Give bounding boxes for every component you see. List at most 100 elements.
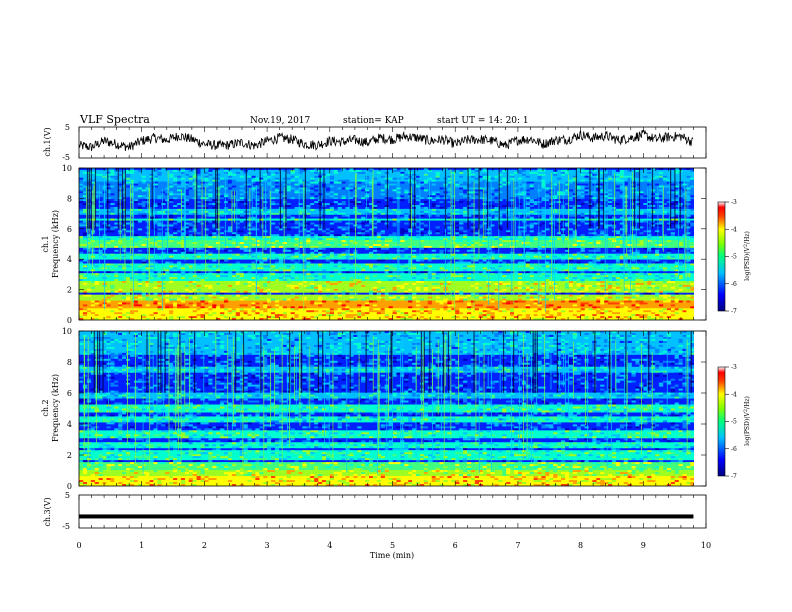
spectrogram-cell — [670, 218, 675, 221]
spectrogram-cell — [392, 201, 397, 204]
spectrogram-cell — [380, 220, 385, 223]
spectrogram-cell — [423, 230, 429, 233]
spectrogram-cell — [278, 245, 284, 249]
spectrogram-cell — [114, 275, 119, 278]
spectrogram-cell — [690, 222, 695, 225]
spectrogram-cell — [541, 199, 546, 202]
spectrogram-cell — [82, 208, 88, 212]
spectrogram-cell — [188, 197, 193, 200]
spectrogram-cell — [82, 195, 88, 198]
spectrogram-cell — [137, 294, 142, 297]
spectrogram-cell — [310, 244, 315, 247]
spectrogram-cell — [188, 218, 193, 221]
spectrogram-cell — [94, 232, 99, 235]
spectrogram-cell — [126, 279, 131, 282]
spectrogram-cell — [611, 199, 617, 202]
spectrogram-cell — [223, 179, 229, 182]
spectrogram-cell — [141, 168, 146, 171]
spectrogram-cell — [498, 279, 503, 282]
spectrogram-cell — [400, 284, 405, 288]
spectrogram-cell — [506, 263, 511, 266]
spectrogram-cell — [357, 220, 362, 223]
spectrogram-cell — [643, 195, 648, 198]
spectrogram-cell — [506, 224, 511, 227]
spectrogram-cell — [282, 199, 287, 202]
spectrogram-cell — [106, 187, 111, 190]
spectrogram-cell — [427, 173, 432, 177]
spectrogram-cell — [137, 279, 142, 282]
spectrogram-cell — [114, 245, 119, 249]
spectrogram-cell — [416, 179, 421, 182]
spectrogram-cell — [490, 284, 495, 288]
spectrogram-cell — [388, 267, 393, 270]
spectrogram-cell — [345, 205, 350, 208]
spectrogram-cell — [533, 203, 538, 206]
spectrogram-cell — [349, 282, 354, 286]
spectrogram-cell — [79, 247, 84, 251]
spectrogram-cell — [674, 269, 679, 272]
spectrogram-cell — [666, 234, 672, 237]
spectrogram-cell — [204, 222, 209, 225]
spectrogram-cell — [79, 191, 84, 194]
spectrogram-cell — [220, 234, 225, 237]
spectrogram-cell — [231, 185, 237, 188]
spectrogram-cell — [576, 240, 581, 243]
spectrogram-cell — [122, 245, 127, 249]
spectrogram-cell — [216, 224, 221, 227]
spectrogram-cell — [220, 263, 225, 266]
spectrogram-cell — [584, 216, 589, 219]
spectrogram-cell — [678, 232, 683, 235]
spectrogram-cell — [419, 206, 425, 210]
spectrogram-cell — [470, 173, 476, 177]
spectrogram-cell — [337, 212, 342, 216]
spectrogram-cell — [216, 199, 221, 202]
spectrogram-cell — [447, 228, 452, 231]
spectrogram-cell — [333, 282, 338, 286]
spectrogram-cell — [529, 249, 534, 253]
spectrogram-cell — [592, 177, 597, 180]
spectrogram-cell — [521, 265, 527, 268]
spectrogram-cell — [239, 175, 244, 179]
spectrogram-cell — [478, 288, 483, 292]
spectrogram-cell — [525, 242, 530, 245]
spectrogram-cell — [137, 249, 142, 253]
spectrogram-cell — [263, 265, 268, 268]
spectrogram-cell — [98, 247, 103, 251]
spectrogram-cell — [180, 183, 186, 186]
spectrogram-cell — [404, 191, 409, 194]
spectrogram-cell — [506, 183, 511, 186]
spectrogram-cell — [525, 218, 530, 221]
spectrogram-cell — [533, 263, 538, 266]
spectrogram-cell — [600, 199, 605, 202]
spectrogram-cell — [321, 284, 327, 288]
spectrogram-cell — [263, 253, 268, 256]
spectrogram-cell — [533, 249, 538, 253]
spectrogram-cell — [604, 193, 609, 196]
spectrogram-cell — [341, 296, 346, 299]
spectrogram-cell — [545, 282, 550, 286]
spectrogram-cell — [361, 212, 366, 216]
spectrogram-cell — [459, 292, 464, 295]
spectrogram-cell — [126, 294, 131, 297]
spectrogram-cell — [341, 253, 346, 256]
spectrogram-cell — [251, 185, 256, 188]
spectrogram-cell — [576, 197, 581, 200]
spectrogram-cell — [247, 183, 252, 186]
spectrogram-cell — [513, 216, 519, 219]
spectrogram-cell — [286, 249, 291, 253]
spectrogram-cell — [455, 232, 460, 235]
spectrogram-cell — [239, 189, 244, 192]
spectrogram-cell — [239, 201, 244, 204]
spectrogram-cell — [341, 277, 346, 280]
spectrogram-cell — [670, 294, 675, 297]
spectrogram-cell — [200, 181, 205, 184]
spectrogram-cell — [329, 175, 335, 179]
spectrogram-cell — [122, 197, 127, 200]
spectrogram-cell — [447, 261, 452, 264]
spectrogram-cell — [572, 234, 577, 237]
spectrogram-cell — [388, 275, 393, 278]
spectrogram-cell — [180, 205, 186, 208]
spectrogram-cell — [337, 169, 342, 173]
spectrogram-cell — [376, 247, 382, 251]
spectrogram-cell — [611, 286, 617, 290]
